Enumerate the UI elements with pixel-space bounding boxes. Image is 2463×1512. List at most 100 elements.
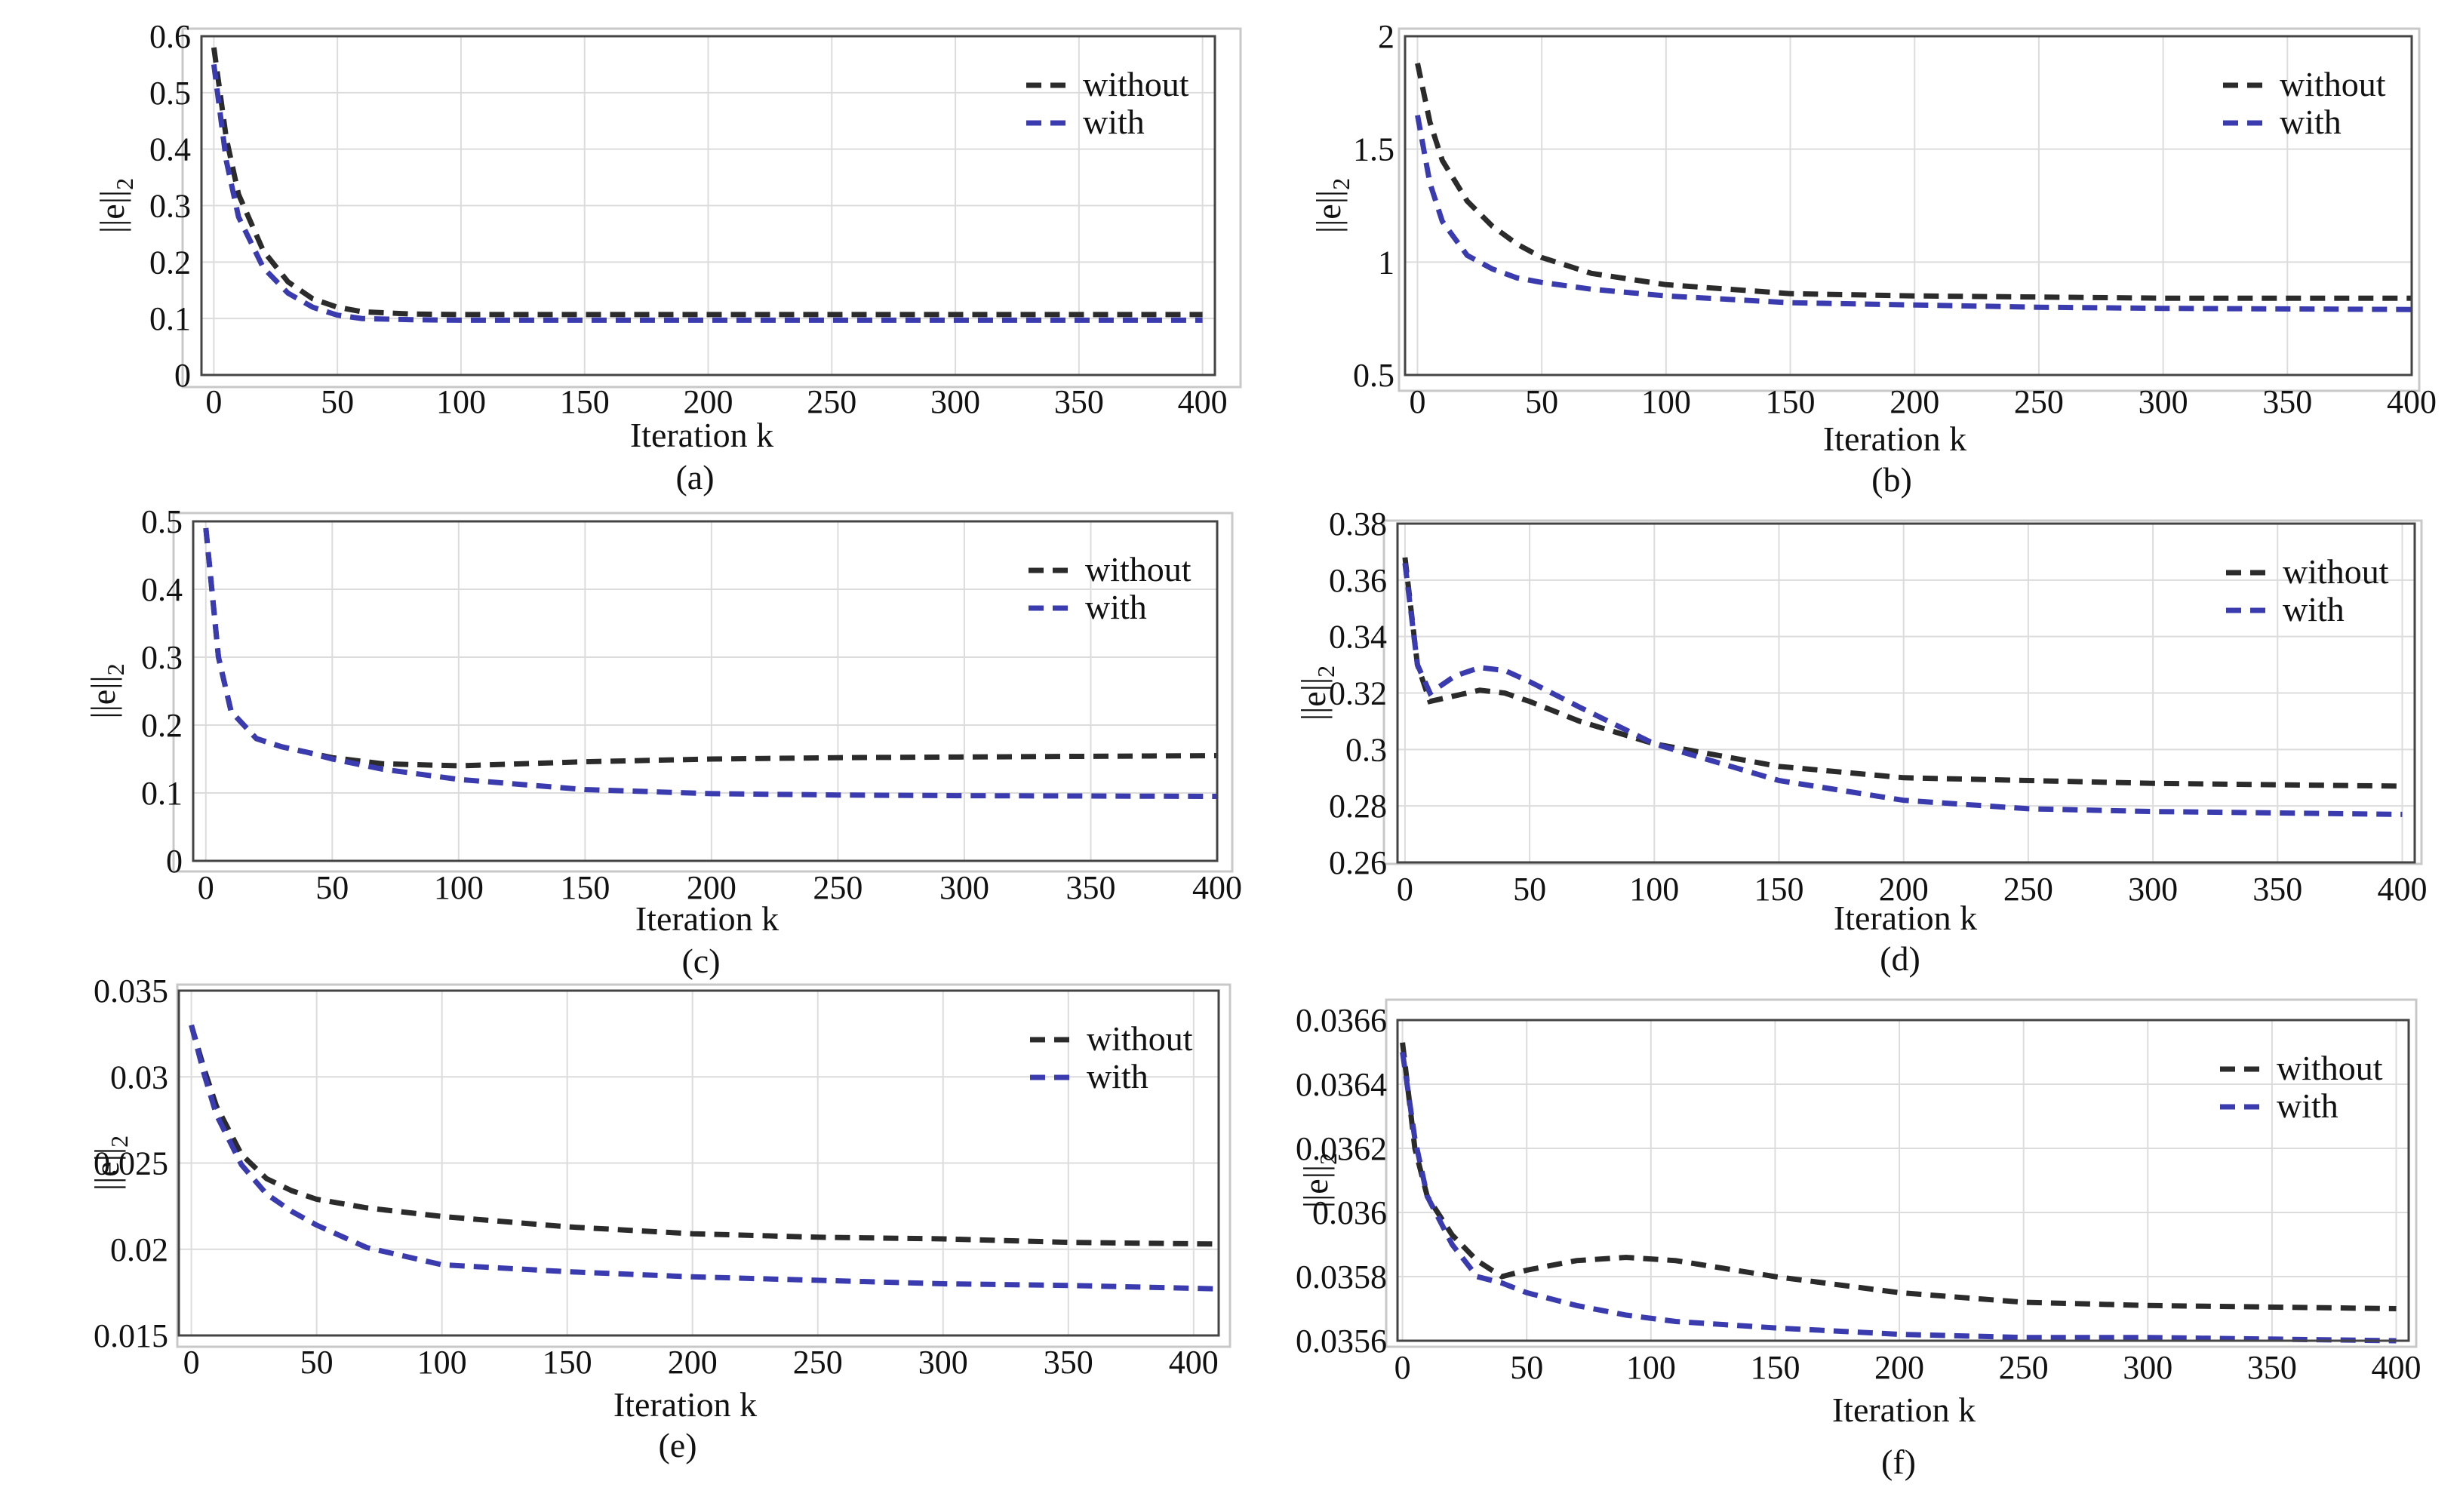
y-tick-label: 0.03	[110, 1059, 168, 1096]
x-tick-label: 300	[939, 869, 989, 906]
y-tick-label: 0.3	[141, 639, 183, 676]
legend-label-with: with	[2280, 103, 2342, 141]
y-tick-label: 0	[166, 843, 183, 880]
x-tick-label: 400	[1178, 383, 1228, 420]
y-tick-label: 1.5	[1353, 131, 1394, 168]
y-tick-label: 0.32	[1329, 675, 1387, 712]
y-tick-label: 0.28	[1329, 788, 1387, 825]
x-tick-label: 300	[2123, 1349, 2172, 1386]
x-tick-label: 250	[807, 383, 856, 420]
y-tick-label: 0.2	[141, 707, 183, 744]
y-tick-label: 0.38	[1329, 506, 1387, 542]
series-line-without	[203, 527, 1218, 769]
x-tick-label: 350	[1044, 1344, 1093, 1381]
series-line-without	[1402, 557, 2403, 789]
y-axis-label: ||e||2	[88, 1136, 133, 1191]
series-line-without	[1415, 63, 2412, 301]
x-tick-label: 250	[2003, 871, 2053, 908]
y-axis-label-text: ||e||	[1294, 678, 1333, 721]
panel-outer-frame	[1382, 519, 2423, 865]
panel-caption: (b)	[1871, 460, 1912, 499]
x-tick-label: 250	[813, 869, 863, 906]
x-tick-label: 300	[930, 383, 980, 420]
series-line-with	[1400, 1052, 2397, 1344]
legend-label-with: with	[1083, 103, 1145, 141]
y-tick-label: 0.02	[110, 1231, 168, 1268]
chart-panel-e: 0 50 100 150 200 250 300 350 400 0.015 0.02 0.025 0.…	[88, 973, 1232, 1464]
x-tick-label: 250	[793, 1344, 843, 1381]
y-axis-label-subscript: 2	[102, 663, 129, 675]
x-tick-label: 200	[684, 383, 733, 420]
x-tick-label: 50	[1525, 383, 1558, 420]
y-axis-label-text: ||e||	[84, 675, 122, 718]
x-tick-label: 50	[1510, 1349, 1543, 1386]
y-tick-label: 0.2	[149, 244, 191, 281]
y-tick-label: 0.1	[149, 300, 191, 337]
y-tick-label: 0.0364	[1296, 1066, 1387, 1103]
y-tick-label: 0.0358	[1296, 1258, 1387, 1295]
x-tick-label: 400	[1169, 1344, 1219, 1381]
x-tick-label: 350	[2262, 383, 2312, 420]
x-tick-label: 200	[687, 869, 736, 906]
y-tick-label: 0.5	[1353, 357, 1394, 394]
x-tick-label: 50	[1513, 871, 1546, 908]
y-axis-label-subscript: 2	[1315, 1153, 1342, 1165]
plot-area	[1404, 35, 2413, 376]
y-tick-label: 0.035	[94, 973, 168, 1010]
x-tick-label: 200	[1890, 383, 1939, 420]
y-axis-label-text: ||e||	[1296, 1165, 1335, 1208]
series-line-with	[203, 527, 1218, 799]
y-tick-label: 0.0366	[1296, 1002, 1387, 1039]
x-tick-label: 150	[543, 1344, 592, 1381]
y-tick-label: 0.36	[1329, 562, 1387, 599]
y-tick-label: 0.025	[94, 1145, 168, 1182]
chart-panel-a: 0 50 100 150 200 250 300 350 400 0 0.1 0.2 0.3 0.4 0.5…	[93, 18, 1242, 496]
x-tick-label: 400	[1192, 869, 1242, 906]
panel-caption: (e)	[658, 1426, 696, 1464]
y-tick-label: 0.4	[149, 131, 191, 168]
y-tick-label: 0.4	[141, 571, 183, 608]
legend-label-with: with	[2277, 1086, 2338, 1125]
x-axis-label: Iteration k	[613, 1385, 757, 1424]
y-tick-label: 0.5	[141, 503, 183, 540]
x-tick-label: 50	[300, 1344, 334, 1381]
chart-panel-f: 0 50 100 150 200 250 300 350 400 0.0356 0.0358 0.03…	[1296, 998, 2421, 1481]
chart-panel-c: 0 50 100 150 200 250 300 350 400 0 0.1 0.2 0.3 0.4 0.5…	[84, 503, 1242, 980]
x-tick-label: 400	[2387, 383, 2437, 420]
y-axis-label-subscript: 2	[1312, 665, 1339, 678]
series-line-without	[189, 1024, 1219, 1247]
x-tick-label: 0	[1409, 383, 1425, 420]
x-tick-label: 300	[2128, 871, 2178, 908]
x-tick-label: 100	[436, 383, 486, 420]
plot-border	[177, 989, 1220, 1337]
legend-label-without: without	[1087, 1019, 1193, 1058]
panel-outer-frame	[181, 27, 1242, 389]
panel-caption: (a)	[675, 458, 714, 496]
x-tick-label: 150	[1766, 383, 1816, 420]
x-tick-label: 200	[668, 1344, 718, 1381]
plot-border	[1404, 35, 2413, 376]
x-tick-label: 50	[321, 383, 354, 420]
x-tick-label: 200	[1879, 871, 1929, 908]
legend-label-without: without	[2277, 1049, 2383, 1087]
series-line-without	[211, 47, 1203, 318]
y-tick-label: 0.26	[1329, 844, 1387, 881]
plot-border	[1396, 1019, 2410, 1342]
y-axis-label: ||e||2	[1296, 1153, 1342, 1208]
y-tick-label: 0	[174, 357, 191, 394]
x-tick-label: 50	[315, 869, 349, 906]
legend-label-with: with	[1087, 1057, 1148, 1096]
legend-label-without: without	[1085, 550, 1192, 589]
series-line-without	[1400, 1042, 2397, 1311]
x-tick-label: 100	[1641, 383, 1691, 420]
panel-caption: (f)	[1881, 1443, 1916, 1481]
y-axis-label: ||e||2	[1294, 665, 1339, 721]
x-tick-label: 0	[1394, 1349, 1411, 1386]
x-tick-label: 400	[2372, 1349, 2421, 1386]
x-tick-label: 0	[198, 869, 214, 906]
